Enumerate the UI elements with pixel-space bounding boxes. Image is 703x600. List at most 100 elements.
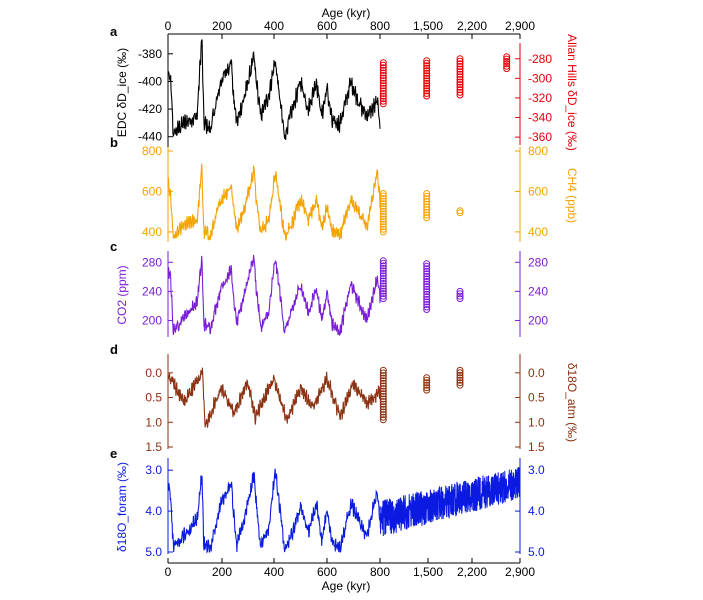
right-axis-title-a: Allan Hills δD_ice (‰) bbox=[565, 34, 579, 151]
allan-hills-point bbox=[423, 384, 431, 392]
allan-hills-point bbox=[456, 91, 464, 99]
edc-series-line-a bbox=[167, 39, 381, 141]
allan-hills-point bbox=[379, 225, 387, 233]
allan-hills-point bbox=[423, 285, 431, 293]
allan-hills-point bbox=[456, 376, 464, 384]
allan-hills-point bbox=[456, 290, 464, 298]
allan-hills-point bbox=[423, 74, 431, 82]
right-y-tick-label: 4.0 bbox=[528, 504, 545, 518]
allan-hills-point bbox=[423, 288, 431, 296]
allan-hills-point bbox=[379, 228, 387, 236]
allan-hills-point bbox=[379, 61, 387, 69]
right-y-tick-label: 600 bbox=[528, 184, 548, 198]
allan-hills-point bbox=[379, 259, 387, 267]
allan-hills-point bbox=[456, 65, 464, 73]
allan-hills-point bbox=[423, 301, 431, 308]
right-y-tick-label: 240 bbox=[528, 284, 548, 298]
top-x-tick-label: 0 bbox=[165, 19, 172, 33]
allan-hills-point bbox=[423, 303, 431, 311]
allan-hills-point bbox=[379, 215, 387, 223]
allan-hills-point bbox=[423, 87, 431, 95]
bottom-x-tick-label: 600 bbox=[317, 565, 337, 579]
allan-hills-point bbox=[379, 90, 387, 97]
left-y-tick-label: 240 bbox=[142, 284, 162, 298]
allan-hills-point bbox=[423, 280, 431, 288]
left-y-tick-label: 0.5 bbox=[145, 391, 162, 405]
allan-hills-point bbox=[503, 65, 511, 73]
allan-hills-point bbox=[379, 269, 387, 277]
allan-hills-point bbox=[423, 82, 431, 90]
panel-letter-e: e bbox=[110, 446, 117, 461]
allan-hills-point bbox=[379, 374, 387, 382]
benthic-long-series-line bbox=[379, 466, 521, 537]
allan-hills-point bbox=[379, 72, 387, 79]
allan-hills-point bbox=[379, 197, 387, 205]
allan-hills-point bbox=[379, 200, 387, 208]
allan-hills-point bbox=[423, 214, 431, 222]
allan-hills-point bbox=[456, 371, 464, 379]
allan-hills-point bbox=[456, 88, 464, 96]
allan-hills-point bbox=[423, 295, 431, 303]
axes-layer bbox=[167, 33, 521, 564]
allan-hills-point bbox=[379, 416, 387, 424]
right-y-tick-label: -300 bbox=[528, 71, 552, 85]
allan-hills-point bbox=[456, 63, 464, 70]
allan-hills-point bbox=[423, 267, 431, 275]
right-y-tick-label: 1.5 bbox=[528, 440, 545, 454]
allan-hills-point bbox=[423, 192, 431, 200]
allan-hills-point bbox=[456, 86, 464, 94]
left-y-tick-label: -400 bbox=[138, 74, 162, 88]
allan-hills-point bbox=[456, 374, 464, 382]
right-y-tick-label: 5.0 bbox=[528, 545, 545, 559]
top-x-tick-label: 2,200 bbox=[457, 19, 487, 33]
bottom-x-tick-label: 2,200 bbox=[457, 565, 487, 579]
right-axis-title-b: CH4 (ppb) bbox=[565, 168, 579, 223]
allan-hills-point bbox=[379, 79, 387, 87]
edc-series-line-b bbox=[167, 163, 381, 241]
allan-hills-point bbox=[503, 58, 511, 65]
top-axis-title: Age (kyr) bbox=[322, 6, 371, 20]
allan-hills-point bbox=[423, 90, 431, 97]
allan-hills-point bbox=[379, 100, 387, 108]
right-y-tick-label: 1.0 bbox=[528, 415, 545, 429]
allan-hills-point bbox=[456, 57, 464, 65]
allan-hills-point bbox=[503, 55, 511, 63]
top-x-tick-label: 800 bbox=[370, 19, 390, 33]
left-y-tick-label: -420 bbox=[138, 102, 162, 116]
allan-hills-point bbox=[379, 77, 387, 85]
allan-hills-point bbox=[379, 290, 387, 298]
allan-hills-point bbox=[379, 264, 387, 272]
left-y-tick-label: -380 bbox=[138, 47, 162, 61]
allan-hills-point bbox=[379, 395, 387, 403]
allan-hills-point bbox=[456, 70, 464, 78]
allan-hills-point bbox=[423, 290, 431, 298]
allan-hills-point bbox=[379, 275, 387, 282]
right-y-tick-label: 200 bbox=[528, 313, 548, 327]
allan-hills-point bbox=[456, 379, 464, 387]
bottom-x-tick-label: 400 bbox=[264, 565, 284, 579]
allan-hills-point bbox=[379, 66, 387, 74]
allan-hills-point bbox=[456, 78, 464, 86]
left-y-tick-label: 3.0 bbox=[145, 463, 162, 477]
allan-hills-point bbox=[379, 387, 387, 395]
allan-hills-point bbox=[456, 207, 464, 215]
allan-hills-point bbox=[456, 366, 464, 374]
allan-hills-point bbox=[503, 53, 511, 61]
allan-hills-point bbox=[503, 62, 511, 70]
right-y-tick-label: 0.5 bbox=[528, 391, 545, 405]
bottom-x-tick-label: 1,500 bbox=[413, 565, 443, 579]
allan-hills-point bbox=[379, 277, 387, 285]
allan-hills-point bbox=[423, 200, 431, 208]
allan-hills-point bbox=[379, 379, 387, 387]
left-y-tick-label: 200 bbox=[142, 313, 162, 327]
allan-hills-point bbox=[423, 208, 431, 216]
top-x-tick-label: 2,900 bbox=[505, 19, 535, 33]
left-axis-title-c: CO2 (ppm) bbox=[115, 265, 129, 324]
allan-hills-point bbox=[379, 292, 387, 300]
allan-hills-point bbox=[379, 218, 387, 226]
allan-hills-point bbox=[379, 390, 387, 398]
allan-hills-point bbox=[423, 283, 431, 291]
allan-hills-point bbox=[423, 190, 431, 197]
allan-hills-point bbox=[379, 59, 387, 67]
